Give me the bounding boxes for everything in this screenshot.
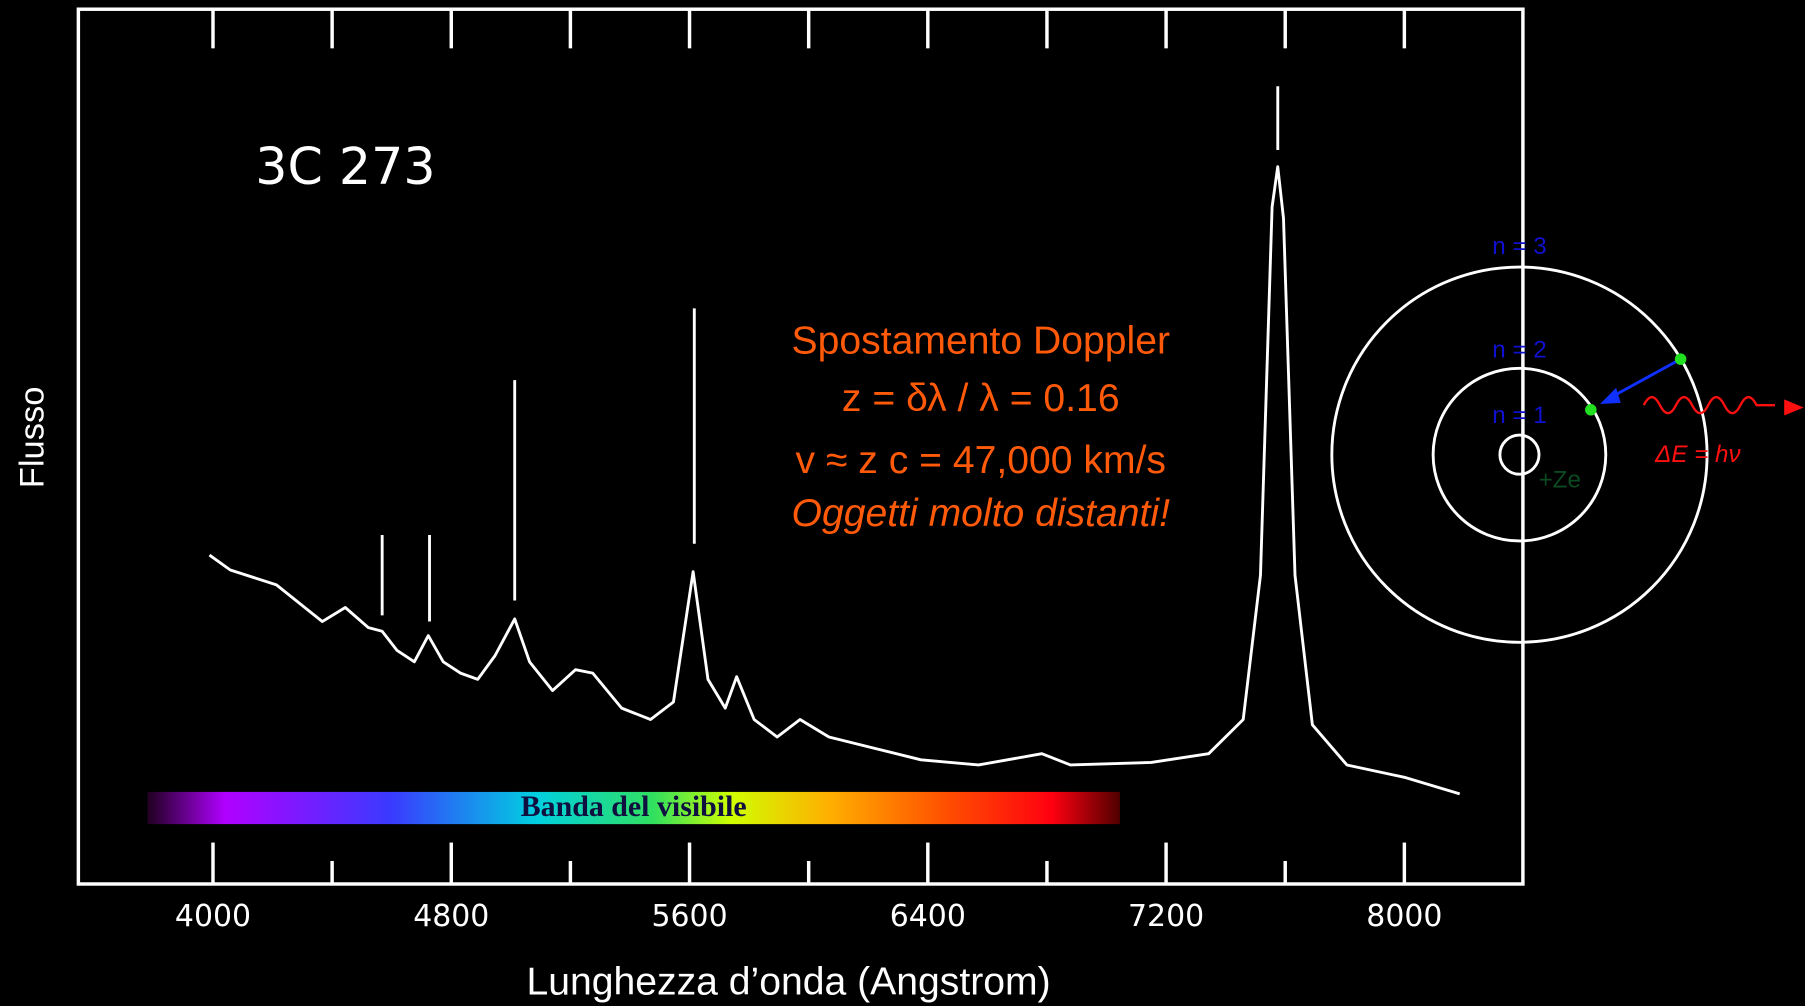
x-tick-label: 6400 bbox=[890, 899, 966, 934]
annotation: z = δλ / λ = 0.16 bbox=[842, 377, 1120, 420]
annotation: Spostamento Doppler bbox=[792, 319, 1170, 362]
annotation: Oggetti molto distanti! bbox=[792, 492, 1171, 535]
band-label: Banda del visibile bbox=[521, 790, 747, 823]
spectrum-line bbox=[208, 165, 1461, 796]
visible-band bbox=[147, 791, 1120, 825]
chart-title: 3C 273 bbox=[255, 137, 435, 196]
level-label: n = 2 bbox=[1492, 336, 1546, 363]
bohr-diagram: n = 3 n = 2 n = 1 +Ze ΔE = hν bbox=[1330, 233, 1804, 644]
transition-arrow bbox=[1608, 357, 1682, 400]
arrow-head bbox=[1600, 387, 1621, 405]
plot-frame bbox=[76, 7, 1525, 886]
annotation: v ≈ z c = 47,000 km/s bbox=[796, 439, 1166, 482]
photon-label: ΔE = hν bbox=[1654, 441, 1740, 468]
orbit bbox=[1330, 265, 1709, 644]
orbit bbox=[1431, 366, 1608, 543]
x-tick-label: 8000 bbox=[1366, 899, 1442, 934]
level-label: n = 1 bbox=[1492, 402, 1546, 429]
x-axis-label: Lunghezza d’onda (Angstrom) bbox=[526, 960, 1050, 1003]
x-tick-label: 7200 bbox=[1128, 899, 1204, 934]
arrow-head bbox=[1784, 399, 1804, 416]
level-label: n = 3 bbox=[1492, 233, 1546, 260]
y-axis-label: Flusso bbox=[14, 387, 52, 489]
x-tick-label: 5600 bbox=[651, 899, 727, 934]
photon-wave bbox=[1642, 395, 1775, 415]
orbit bbox=[1498, 433, 1541, 476]
x-tick-label: 4000 bbox=[175, 899, 251, 934]
x-tick-label: 4800 bbox=[413, 899, 489, 934]
electron bbox=[1674, 353, 1687, 365]
electron bbox=[1585, 404, 1597, 416]
nucleus-label: +Ze bbox=[1539, 467, 1581, 494]
